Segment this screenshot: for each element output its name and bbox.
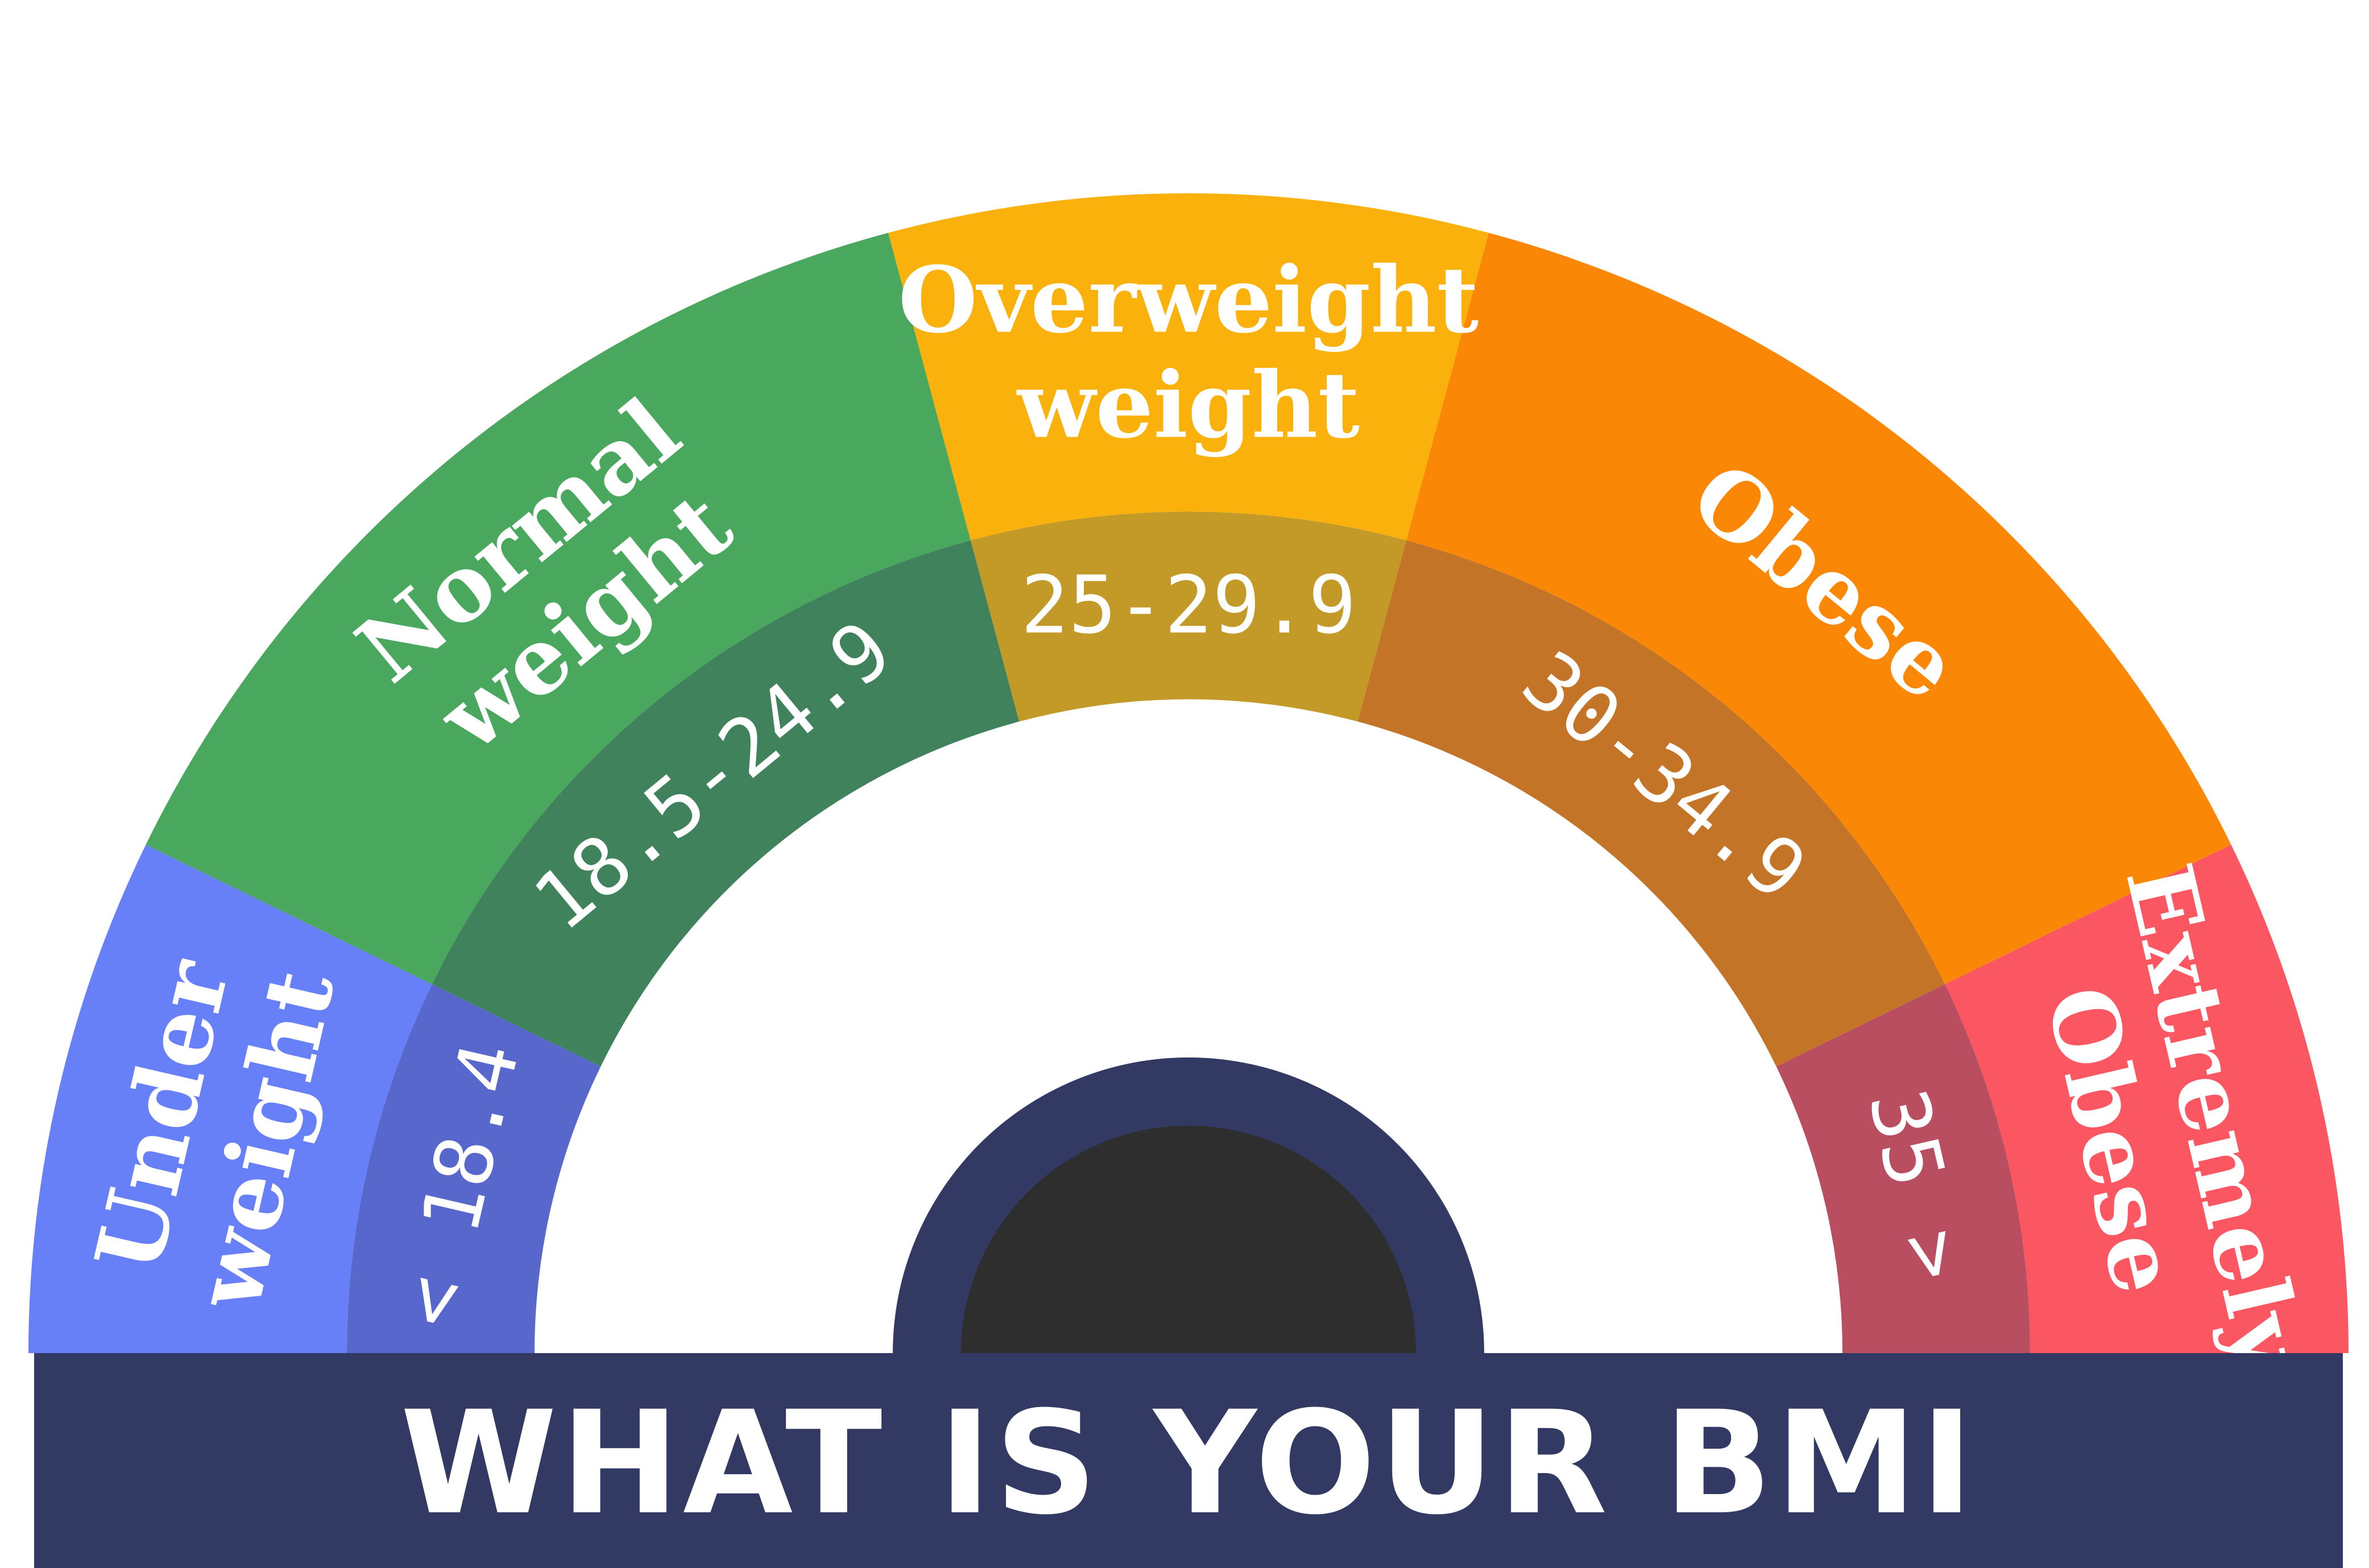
segment-underweight-range-band [347,984,601,1353]
page-title: WHAT IS YOUR BMI [400,1380,1977,1546]
segment-overweight-range: 25-29.9 [1021,559,1356,652]
segment-overweight-label-line: weight [1016,352,1360,459]
segment-overweight [888,193,1489,541]
title-banner [34,1353,2343,1568]
segment-extremely-obese [1945,844,2349,1353]
segment-obese [1406,233,2231,985]
segment-normal-range-band [432,540,1020,1067]
segment-extremely-obese-range-band [1776,984,2030,1353]
gauge-knob-inner [961,1126,1416,1353]
segment-overweight-range-band [970,511,1407,722]
segment-overweight-label-line: Overweight [898,247,1479,354]
segment-normal [146,233,971,985]
segment-underweight [28,844,432,1353]
gauge-arcs [28,193,2349,1353]
segment-obese-range-band [1357,540,1945,1067]
